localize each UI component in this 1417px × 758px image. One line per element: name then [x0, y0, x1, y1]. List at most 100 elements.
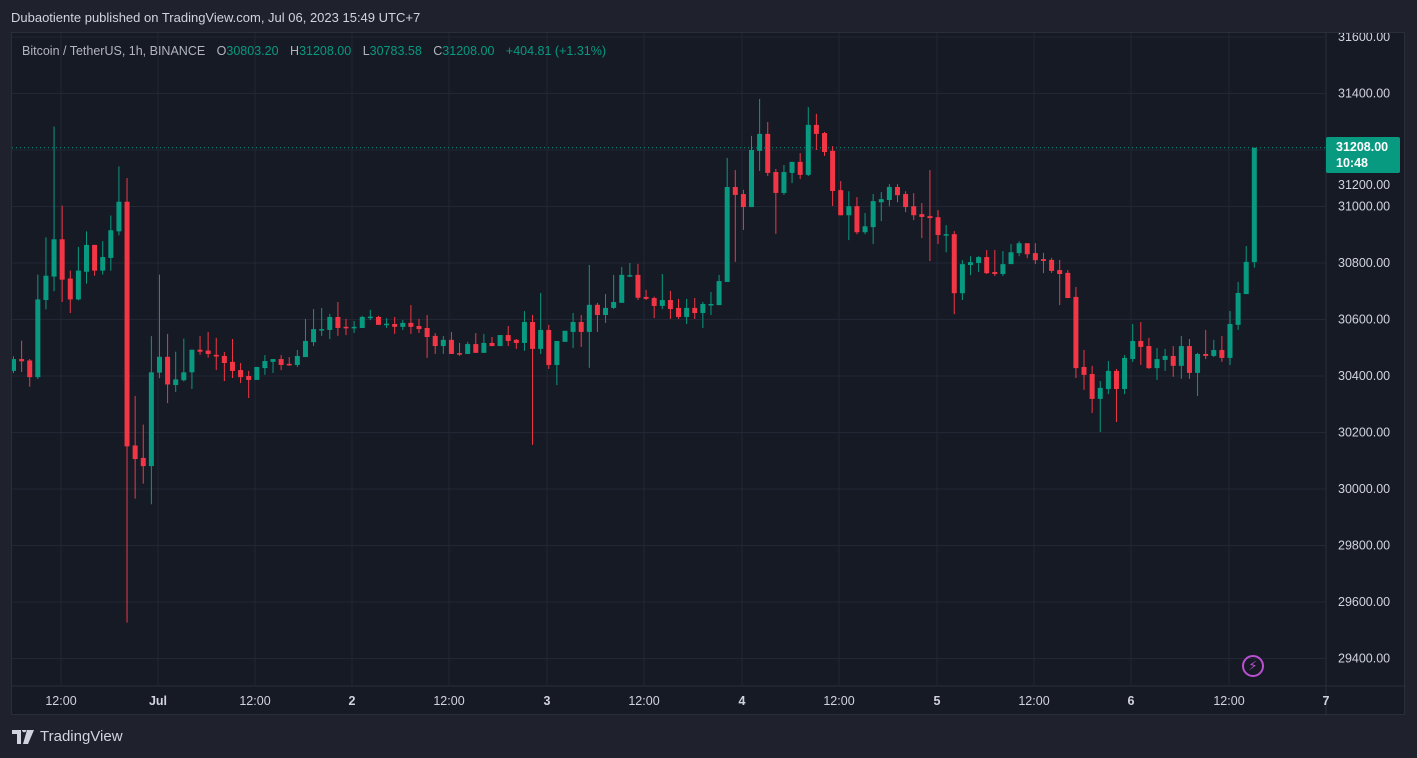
tradingview-logo[interactable]: TradingView [12, 728, 123, 745]
candle-body-up [465, 344, 471, 354]
candle-body-up [684, 307, 690, 317]
candle-body-up [570, 322, 576, 332]
time-tick-label: 12:00 [823, 694, 854, 708]
price-tick-label: 29600.00 [1338, 595, 1390, 609]
candle-body-up [1008, 252, 1014, 265]
open-label: O [216, 44, 227, 58]
candle-body-up [189, 349, 195, 373]
candle-body-up [51, 239, 57, 277]
candle-body-down [676, 307, 682, 317]
candle-body-up [181, 372, 187, 381]
candle-body-down [1089, 374, 1095, 399]
high-label: H [290, 44, 300, 58]
candle-body-down [838, 190, 844, 216]
candle-body-up [497, 335, 503, 347]
candle-body-up [554, 340, 560, 365]
candle-body-up [481, 342, 487, 353]
candle-body-down [229, 361, 235, 371]
publish-caption: Dubaotiente published on TradingView.com… [11, 10, 421, 25]
candle-body-down [27, 360, 33, 378]
candle-body-up [12, 359, 16, 371]
candlestick-chart[interactable]: 31600.00 31400.00 31200.00 31000.00 30800.00… [12, 33, 1406, 716]
candle-body-up [611, 301, 617, 308]
candle-body-down [92, 244, 98, 271]
candle-body-down [740, 194, 746, 208]
candle-body-down [530, 322, 536, 349]
candle-body-up [173, 379, 179, 386]
candle-body-up [116, 201, 122, 232]
candle-body-down [1081, 366, 1087, 375]
candle-body-down [992, 272, 998, 275]
candle-body-up [148, 372, 154, 467]
candle-body-down [765, 133, 771, 173]
candle-body-down [213, 354, 219, 357]
candle-body-down [473, 344, 479, 353]
candle-body-up [886, 187, 892, 201]
candle-body-up [1130, 340, 1136, 360]
candle-body-down [1049, 259, 1055, 271]
candle-body-down [1024, 243, 1030, 255]
candle-body-up [254, 366, 260, 380]
candle-body-down [416, 325, 422, 330]
candle-body-down [635, 274, 641, 298]
candle-body-up [359, 316, 365, 328]
candle-body-up [1162, 355, 1168, 360]
candle-body-up [862, 226, 868, 233]
candle-body-up [1122, 357, 1128, 389]
candle-body-down [1219, 350, 1225, 358]
time-tick-label: 12:00 [45, 694, 76, 708]
candle-body-up [311, 329, 317, 343]
candle-body-down [132, 445, 138, 460]
price-tick-label: 30600.00 [1338, 313, 1390, 327]
candle-body-up [156, 356, 162, 373]
candle-body-up [878, 199, 884, 203]
time-tick-label: 12:00 [433, 694, 464, 708]
chart-pane[interactable]: 31600.00 31400.00 31200.00 31000.00 30800.00… [11, 32, 1406, 716]
candle-body-up [521, 322, 527, 343]
candle-body-down [546, 329, 552, 365]
price-tick-label: 30000.00 [1338, 482, 1390, 496]
price-tick-label: 31000.00 [1338, 200, 1390, 214]
candle-body-up [1016, 243, 1022, 254]
candle-body-down [1138, 340, 1144, 347]
last-price-value: 31208.00 [1336, 140, 1389, 154]
candle-body-up [1243, 261, 1249, 295]
candle-body-up [75, 270, 81, 300]
candle-body-down [124, 201, 130, 447]
candle-body-down [335, 316, 341, 328]
candle-body-up [976, 257, 982, 263]
lightning-icon[interactable]: ⚡︎ [1242, 655, 1264, 677]
last-price-label: 31208.00 10:48 [1326, 137, 1400, 173]
candle-body-down [894, 187, 900, 196]
candle-body-down [1203, 353, 1209, 356]
candle-body-down [505, 335, 511, 341]
candle-body-up [757, 133, 763, 151]
candle-body-up [943, 234, 949, 236]
candle-body-down [667, 300, 673, 310]
candle-body-up [262, 361, 268, 369]
candle-body-up [781, 172, 787, 193]
candle-body-down [238, 370, 244, 378]
candle-body-down [432, 335, 438, 347]
candle-body-up [351, 326, 357, 329]
candle-body-up [586, 304, 592, 332]
candle-body-down [594, 304, 600, 315]
candle-body-down [408, 322, 414, 327]
candle-body-down [919, 214, 925, 217]
candle-body-down [773, 172, 779, 193]
time-tick-label: Jul [149, 694, 167, 708]
candle-body-down [854, 206, 860, 233]
candle-body-up [1227, 324, 1233, 358]
candle-body-up [708, 303, 714, 306]
candle-body-down [927, 216, 933, 219]
candle-body-up [270, 359, 276, 362]
price-tick-label: 31200.00 [1338, 178, 1390, 192]
candle-body-up [749, 150, 755, 208]
candle-body-up [319, 329, 325, 331]
candle-body-down [1170, 355, 1176, 366]
candle-body-up [1000, 264, 1006, 275]
candle-body-up [302, 340, 308, 358]
candle-body-down [59, 239, 65, 280]
brand-name: TradingView [40, 728, 123, 745]
candle-body-up [538, 329, 544, 349]
